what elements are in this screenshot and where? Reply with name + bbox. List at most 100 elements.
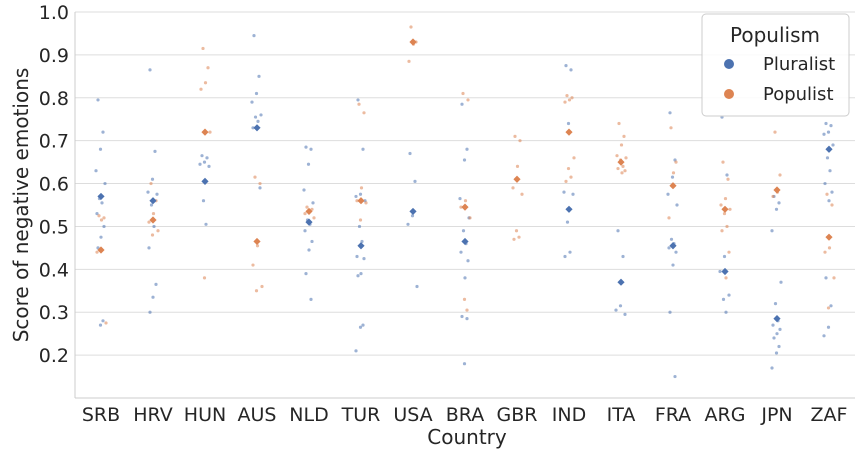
point-populist xyxy=(251,263,255,267)
y-tick-label: 0.2 xyxy=(39,345,69,367)
point-pluralist xyxy=(198,162,202,166)
point-populist xyxy=(565,94,569,98)
point-pluralist xyxy=(562,190,566,194)
x-tick-labels: SRB HRV HUN AUS NLD TUR USA BRA GBR IND ITA FRA ARG J… xyxy=(82,404,848,426)
data-points xyxy=(94,25,836,379)
point-pluralist xyxy=(461,229,466,233)
mean-marker-populist xyxy=(513,175,521,183)
point-pluralist xyxy=(465,317,469,321)
point-populist xyxy=(825,192,829,196)
point-pluralist xyxy=(774,351,779,355)
point-populist xyxy=(466,98,470,102)
point-pluralist xyxy=(824,276,828,280)
point-populist xyxy=(104,321,108,325)
point-pluralist xyxy=(148,310,152,314)
point-populist xyxy=(312,216,316,220)
point-populist xyxy=(358,218,363,222)
point-pluralist xyxy=(152,224,156,229)
point-pluralist xyxy=(154,282,158,286)
point-pluralist xyxy=(201,199,206,203)
point-populist xyxy=(827,246,832,250)
point-pluralist xyxy=(252,33,256,38)
point-populist xyxy=(151,211,156,216)
point-populist xyxy=(621,164,625,168)
point-pluralist xyxy=(668,111,672,115)
point-populist xyxy=(667,216,671,220)
point-pluralist xyxy=(250,100,254,104)
point-populist xyxy=(255,244,260,248)
point-populist xyxy=(514,229,519,233)
point-pluralist xyxy=(362,257,366,261)
point-pluralist xyxy=(725,173,729,177)
point-pluralist xyxy=(460,102,464,106)
mean-marker-populist xyxy=(201,128,209,136)
point-populist xyxy=(468,216,472,220)
point-populist xyxy=(724,276,728,280)
y-tick-labels: 0.2 0.3 0.4 0.5 0.6 0.7 0.8 0.9 1.0 xyxy=(39,2,69,367)
point-populist xyxy=(620,171,624,175)
point-populist xyxy=(720,229,724,233)
mean-marker-populist xyxy=(565,128,573,136)
point-populist xyxy=(569,175,573,179)
mean-marker-populist xyxy=(617,158,625,166)
y-axis-title: Score of negative emotions xyxy=(9,68,33,343)
point-populist xyxy=(567,98,572,102)
mean-marker-pluralist xyxy=(669,242,677,250)
x-tick-label: USA xyxy=(393,404,432,426)
point-populist xyxy=(407,59,411,63)
legend-frame xyxy=(701,13,850,117)
point-populist xyxy=(725,224,729,229)
mean-marker-pluralist xyxy=(357,242,365,250)
point-pluralist xyxy=(410,214,415,218)
point-populist xyxy=(778,173,782,177)
point-pluralist xyxy=(459,250,463,254)
point-populist xyxy=(617,121,621,126)
point-populist xyxy=(624,156,628,160)
mean-marker-pluralist xyxy=(97,192,105,201)
point-pluralist xyxy=(770,229,774,233)
point-pluralist xyxy=(822,334,826,338)
point-pluralist xyxy=(251,126,255,130)
x-axis-title: Country xyxy=(427,425,507,449)
point-pluralist xyxy=(822,132,826,136)
point-populist xyxy=(619,143,624,147)
point-populist xyxy=(771,194,775,199)
point-populist xyxy=(409,25,413,29)
point-populist xyxy=(622,134,626,138)
point-pluralist xyxy=(565,220,570,224)
point-pluralist xyxy=(147,246,151,250)
point-pluralist xyxy=(563,254,567,259)
point-pluralist xyxy=(462,362,467,366)
point-pluralist xyxy=(356,98,360,102)
point-pluralist xyxy=(463,276,467,280)
point-pluralist xyxy=(200,154,204,158)
point-pluralist xyxy=(355,254,359,259)
mean-marker-pluralist xyxy=(565,205,573,213)
point-populist xyxy=(97,214,101,218)
point-populist xyxy=(572,156,576,160)
point-populist xyxy=(726,177,730,181)
point-populist xyxy=(513,134,517,138)
legend-marker-populist xyxy=(724,89,734,99)
mean-marker-populist xyxy=(305,207,313,216)
point-populist xyxy=(719,203,723,207)
x-tick-label: GBR xyxy=(497,404,538,426)
point-pluralist xyxy=(670,175,675,179)
point-populist xyxy=(671,171,676,175)
point-populist xyxy=(459,205,463,209)
point-pluralist xyxy=(148,68,152,72)
mean-marker-populist xyxy=(409,38,417,46)
point-populist xyxy=(305,205,309,209)
mean-marker-pluralist xyxy=(825,145,833,153)
point-pluralist xyxy=(310,239,314,244)
point-pluralist xyxy=(359,272,363,276)
point-populist xyxy=(364,201,368,205)
point-pluralist xyxy=(724,310,728,314)
mean-marker-populist xyxy=(825,233,833,241)
point-pluralist xyxy=(718,269,722,274)
point-populist xyxy=(728,207,732,211)
mean-marker-populist xyxy=(149,216,157,224)
point-pluralist xyxy=(155,192,159,196)
x-tick-label: HUN xyxy=(184,404,226,426)
point-pluralist xyxy=(98,147,103,151)
